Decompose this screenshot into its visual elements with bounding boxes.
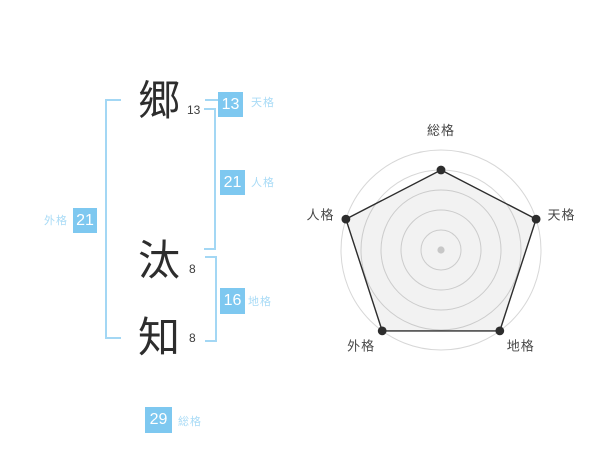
radar-data-point [436, 165, 446, 175]
radar-axis-label: 外格 [347, 339, 375, 354]
radar-axis-label: 天格 [548, 207, 576, 222]
jinkaku-bracket [204, 108, 216, 250]
chikaku-bracket [205, 256, 217, 342]
given-name-2-stroke-count: 8 [189, 331, 196, 345]
radar-center-dot [437, 246, 445, 254]
radar-axis-label: 地格 [507, 339, 535, 354]
radar-data-point [495, 326, 505, 336]
tenkaku-label: 天格 [251, 97, 275, 109]
radar-grid-ring [340, 149, 542, 351]
given-name-kanji-1: 汰 [138, 237, 181, 284]
gaikaku-label: 外格 [44, 215, 68, 227]
jinkaku-label: 人格 [251, 177, 275, 189]
surname-kanji: 郷 [138, 77, 181, 124]
tenkaku-value-badge: 13 [218, 92, 243, 117]
chikaku-value-badge: 16 [220, 288, 245, 314]
given-name-1-stroke-count: 8 [189, 262, 196, 276]
tenkaku-tick [205, 99, 218, 101]
radar-grid-ring [400, 209, 482, 291]
soukaku-label: 総格 [178, 416, 202, 428]
given-name-kanji-2: 知 [138, 314, 181, 361]
gaikaku-bracket [105, 99, 121, 339]
radar-data-point [531, 214, 541, 224]
jinkaku-value-badge: 21 [220, 170, 245, 195]
gaikaku-value-badge: 21 [73, 208, 97, 233]
radar-data-point [377, 326, 387, 336]
radar-grid-ring [420, 229, 462, 271]
radar-data-point [341, 214, 351, 224]
radar-axis-label: 人格 [306, 207, 334, 222]
chikaku-label: 地格 [248, 296, 272, 308]
surname-stroke-count: 13 [187, 103, 201, 117]
radar-axis-label: 総格 [427, 123, 455, 138]
radar-grid-ring [380, 189, 502, 311]
soukaku-value-badge: 29 [145, 407, 172, 433]
